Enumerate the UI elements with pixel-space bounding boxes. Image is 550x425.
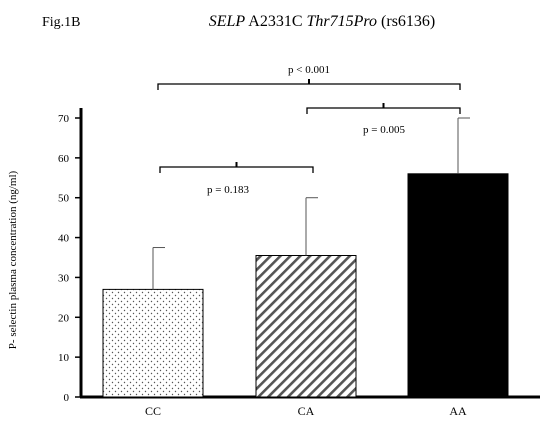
- bar-cc: [102, 288, 204, 398]
- y-axis: 0 10 20 30 40 50 60 70: [58, 108, 83, 404]
- figure-label: Fig.1B: [42, 15, 81, 30]
- y-tick-label: 50: [58, 193, 70, 205]
- bar-aa: [407, 173, 509, 398]
- chart-title-part: A2331C: [245, 13, 306, 30]
- y-tick-label: 30: [58, 272, 70, 284]
- y-axis-label: P- selectin plasma concentration (ng/ml): [7, 170, 19, 349]
- chart-title-part: (rs6136): [377, 13, 435, 30]
- p-value-label: p = 0.183: [207, 184, 249, 196]
- significance-brackets: p < 0.001 p = 0.005 p = 0.183: [157, 64, 461, 196]
- significance-bracket: [306, 107, 461, 114]
- y-tick-label: 0: [64, 392, 70, 404]
- p-value-label: p = 0.005: [363, 124, 405, 136]
- x-tick-label: CC: [145, 404, 161, 418]
- x-axis: CC CA AA: [80, 395, 540, 418]
- y-tick-label: 10: [58, 352, 70, 364]
- chart-title: SELP A2331C Thr715Pro (rs6136): [209, 13, 436, 30]
- y-tick-label: 60: [58, 153, 70, 165]
- error-bars: [152, 117, 470, 290]
- x-tick-label: AA: [449, 404, 467, 418]
- y-tick-label: 70: [58, 113, 70, 125]
- chart-title-part: SELP: [209, 13, 246, 30]
- p-value-label: p < 0.001: [288, 64, 330, 76]
- y-tick-label: 20: [58, 312, 70, 324]
- chart-title-part: Thr715Pro: [307, 13, 378, 30]
- bar-ca: [255, 255, 357, 398]
- bars: [102, 173, 509, 398]
- significance-bracket: [157, 83, 461, 90]
- significance-bracket: [159, 166, 314, 173]
- y-tick-label: 40: [58, 233, 70, 245]
- x-tick-label: CA: [298, 404, 315, 418]
